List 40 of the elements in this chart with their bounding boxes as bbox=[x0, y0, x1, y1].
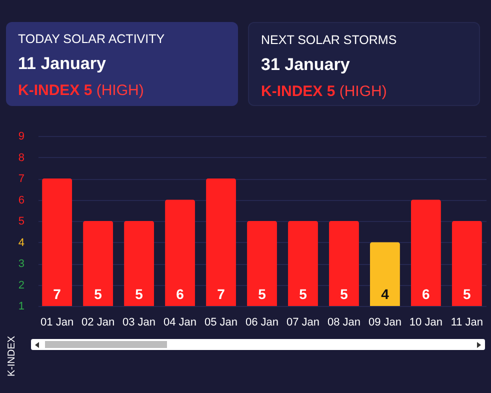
y-tick-label: 9 bbox=[18, 130, 24, 142]
text: 31 January bbox=[261, 55, 351, 75]
y-axis-title: K-INDEX bbox=[6, 336, 18, 376]
y-tick-label: 6 bbox=[18, 194, 24, 206]
y-tick-label: 5 bbox=[18, 216, 24, 228]
data-label: 6 bbox=[176, 286, 184, 302]
y-tick-label: 4 bbox=[18, 236, 24, 249]
y-tick-label: 7 bbox=[18, 173, 24, 185]
data-label: 5 bbox=[463, 286, 472, 302]
x-tick-label: 11 Jan bbox=[450, 316, 484, 328]
data-label: 7 bbox=[217, 286, 226, 302]
y-tick-label: 1 bbox=[18, 300, 24, 312]
data-label: 5 bbox=[258, 286, 266, 302]
text: (HIGH) bbox=[95, 82, 144, 99]
x-tick-label: 07 Jan bbox=[286, 316, 320, 328]
x-tick-label: 03 Jan bbox=[122, 316, 156, 328]
data-label: 6 bbox=[422, 286, 430, 302]
text: NEXT SOLAR STORMS bbox=[261, 33, 398, 47]
data-label: 7 bbox=[53, 286, 62, 302]
y-tick-label: 2 bbox=[18, 279, 24, 292]
text: (HIGH) bbox=[338, 83, 387, 100]
y-tick-label: 8 bbox=[18, 152, 24, 164]
x-tick-label: 08 Jan bbox=[327, 316, 360, 328]
x-tick-label: 10 Jan bbox=[409, 316, 442, 328]
data-label: 5 bbox=[340, 286, 348, 302]
data-label: 5 bbox=[135, 286, 144, 302]
text: K-INDEX 5 bbox=[18, 82, 92, 99]
text: K-INDEX 5 bbox=[261, 83, 336, 100]
x-tick-label: 06 Jan bbox=[245, 316, 279, 328]
x-tick-label: 01 Jan bbox=[40, 316, 74, 328]
text: 11 January bbox=[18, 54, 107, 74]
data-label: 5 bbox=[299, 286, 308, 302]
data-label: 4 bbox=[381, 286, 390, 302]
x-tick-label: 02 Jan bbox=[82, 316, 115, 328]
x-tick-label: 05 Jan bbox=[204, 316, 238, 328]
x-tick-label: 09 Jan bbox=[368, 316, 402, 328]
data-label: 5 bbox=[94, 286, 102, 302]
x-tick-label: 04 Jan bbox=[164, 316, 197, 328]
text: TODAY SOLAR ACTIVITY bbox=[18, 32, 166, 46]
y-tick-label: 3 bbox=[18, 258, 24, 270]
